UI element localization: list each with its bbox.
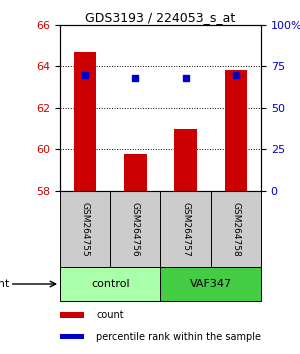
- Bar: [160, 267, 261, 301]
- Point: [133, 75, 138, 81]
- Text: control: control: [91, 279, 130, 289]
- Bar: [110, 191, 160, 267]
- Bar: [124, 154, 147, 191]
- Point: [233, 72, 238, 78]
- Text: GSM264755: GSM264755: [81, 202, 90, 257]
- Point: [183, 75, 188, 81]
- Text: GSM264757: GSM264757: [181, 202, 190, 257]
- Bar: [60, 312, 84, 318]
- Bar: [60, 267, 160, 301]
- Title: GDS3193 / 224053_s_at: GDS3193 / 224053_s_at: [85, 11, 236, 24]
- Text: agent: agent: [0, 279, 10, 289]
- Bar: [160, 191, 211, 267]
- Text: GSM264756: GSM264756: [131, 202, 140, 257]
- Bar: [211, 191, 261, 267]
- Bar: [225, 70, 247, 191]
- Bar: [60, 333, 84, 339]
- Text: VAF347: VAF347: [190, 279, 232, 289]
- Text: percentile rank within the sample: percentile rank within the sample: [96, 331, 261, 342]
- Text: GSM264758: GSM264758: [231, 202, 240, 257]
- Bar: [60, 191, 110, 267]
- Text: count: count: [96, 309, 124, 320]
- Bar: [74, 52, 96, 191]
- Bar: [174, 129, 197, 191]
- Point: [83, 72, 88, 78]
